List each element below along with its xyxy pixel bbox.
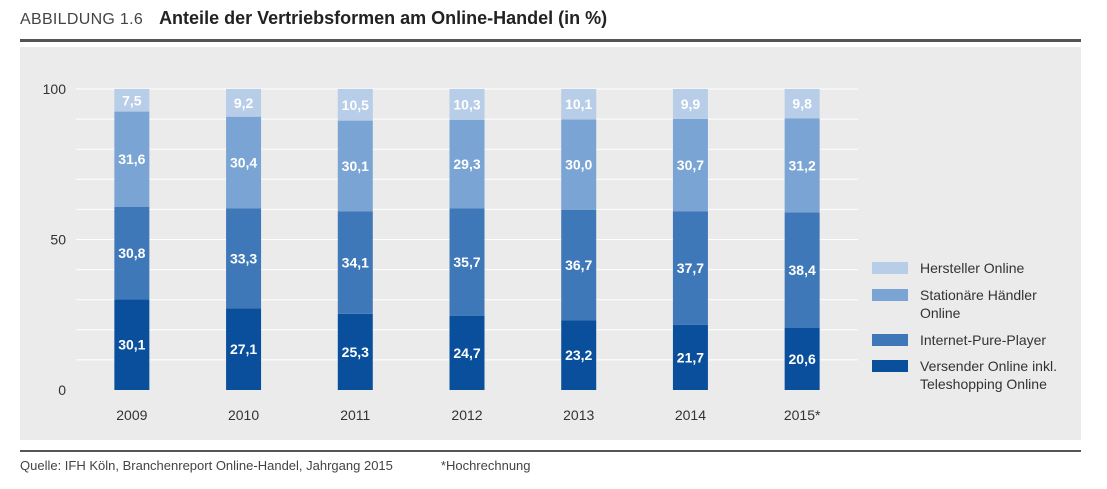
y-tick-label: 0 (58, 382, 66, 398)
bar-segment (672, 118, 708, 212)
data-label: 27,1 (230, 341, 257, 357)
x-tick-label: 2009 (116, 407, 147, 423)
data-label: 30,8 (118, 245, 145, 261)
bar-segment (226, 116, 262, 209)
x-tick-label: 2013 (563, 407, 594, 423)
bar-segment (672, 324, 708, 390)
bar-segment (337, 211, 373, 314)
bar-segment (784, 327, 820, 390)
data-label: 38,4 (789, 262, 816, 278)
data-label: 37,7 (677, 260, 704, 276)
data-label: 30,0 (565, 157, 592, 173)
data-label: 35,7 (453, 254, 480, 270)
bar-segment (114, 299, 150, 390)
y-tick-label: 100 (43, 81, 67, 97)
y-tick-label: 50 (50, 232, 66, 248)
figure-header: ABBILDUNG 1.6 Anteile der Vertriebsforme… (20, 8, 607, 34)
bar-segment (449, 208, 485, 316)
data-label: 30,1 (118, 337, 145, 353)
data-label: 30,1 (342, 158, 369, 174)
data-label: 36,7 (565, 257, 592, 273)
legend-swatch (872, 262, 908, 274)
x-tick-label: 2015* (784, 407, 821, 423)
bar-segment (449, 120, 485, 209)
source-note: Quelle: IFH Köln, Branchenreport Online-… (20, 458, 393, 473)
legend-swatch (872, 334, 908, 346)
legend-label: Stationäre Händler Online (920, 287, 1037, 321)
chart-title: Anteile der Vertriebsformen am Online-Ha… (159, 8, 608, 28)
data-label: 7,5 (122, 92, 142, 108)
bar-segment (337, 313, 373, 390)
bar-segment (449, 89, 485, 121)
x-tick-label: 2011 (340, 407, 370, 423)
data-label: 30,7 (677, 157, 704, 173)
data-label: 24,7 (453, 345, 480, 361)
x-tick-label: 2010 (228, 407, 259, 423)
data-label: 30,4 (230, 154, 257, 170)
legend-swatch (872, 360, 908, 372)
data-label: 31,2 (789, 157, 816, 173)
bar-segment (561, 89, 597, 120)
data-label: 9,2 (234, 95, 254, 111)
bar-segment (114, 206, 150, 300)
data-label: 25,3 (342, 344, 369, 360)
data-label: 9,8 (792, 96, 812, 112)
data-label: 10,3 (453, 97, 480, 113)
legend-label: Versender Online inkl. Teleshopping Onli… (920, 358, 1057, 392)
footer: Quelle: IFH Köln, Branchenreport Online-… (20, 458, 531, 473)
top-rule (20, 39, 1081, 42)
data-label: 9,9 (681, 96, 701, 112)
bar-segment (784, 118, 820, 213)
bar-segment (672, 89, 708, 119)
figure-label: ABBILDUNG 1.6 (20, 11, 144, 28)
legend-item-stationaer: Stationäre Händler Online (872, 286, 1080, 322)
data-label: 33,3 (230, 250, 257, 266)
legend-item-pure-player: Internet-Pure-Player (872, 331, 1080, 349)
legend-item-versender: Versender Online inkl. Teleshopping Onli… (872, 357, 1080, 393)
legend-label: Hersteller Online (920, 260, 1025, 276)
bar-segment (114, 111, 150, 207)
bar-segment (784, 212, 820, 328)
bar-segment (561, 320, 597, 390)
bar-segment (226, 308, 262, 390)
bar-segment (449, 315, 485, 390)
x-tick-label: 2012 (451, 407, 482, 423)
legend-swatch (872, 289, 908, 301)
bar-segment (561, 209, 597, 321)
x-tick-label: 2014 (675, 407, 706, 423)
data-label: 31,6 (118, 151, 145, 167)
legend-label: Internet-Pure-Player (920, 332, 1047, 348)
bar-segment (672, 211, 708, 325)
bar-segment (337, 120, 373, 212)
data-label: 10,1 (565, 96, 592, 112)
data-label: 20,6 (789, 351, 816, 367)
bar-segment (226, 208, 262, 309)
bottom-rule (20, 450, 1081, 452)
bar-segment (114, 89, 150, 112)
bar-segment (784, 89, 820, 119)
data-label: 23,2 (565, 347, 592, 363)
bar-segment (226, 89, 262, 117)
bar-segment (337, 89, 373, 121)
bar-segment (561, 119, 597, 210)
chart-panel (20, 47, 1081, 440)
data-label: 10,5 (342, 97, 369, 113)
data-label: 21,7 (677, 349, 704, 365)
data-label: 29,3 (453, 156, 480, 172)
data-label: 34,1 (342, 255, 369, 271)
projection-note: *Hochrechnung (440, 458, 531, 473)
legend-item-hersteller: Hersteller Online (872, 259, 1080, 277)
